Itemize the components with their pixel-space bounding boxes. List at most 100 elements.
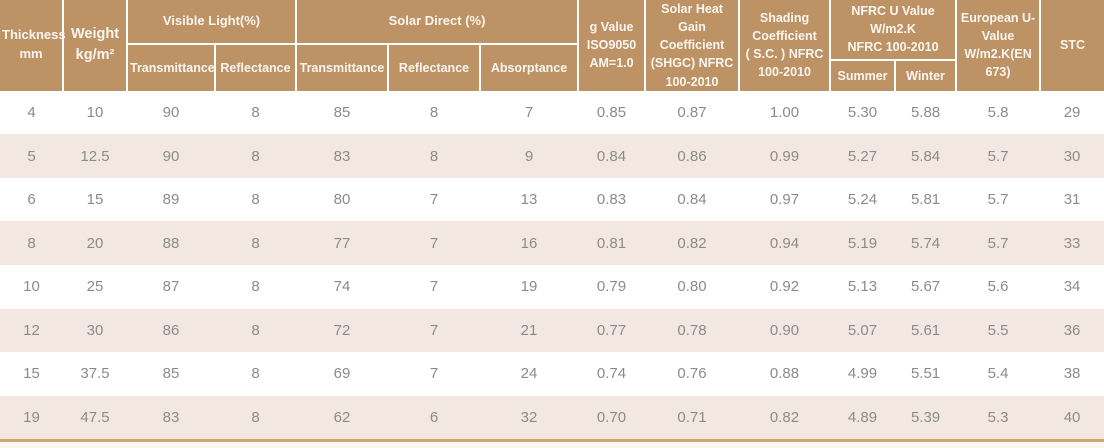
table-cell: 5.84: [895, 134, 957, 178]
table-cell: 0.78: [645, 308, 740, 353]
header-cell-sd-transmittance: Transmittance: [296, 44, 390, 91]
table-cell: 6: [388, 395, 481, 440]
table-row: 10 25 87 8 74 7 19 0.79 0.80 0.92 5.13 5.67 5.6 34: [0, 265, 1104, 309]
table-cell: 4.89: [830, 395, 896, 440]
table-cell: 5.13: [830, 265, 896, 309]
table-cell: 0.83: [578, 177, 646, 222]
table-cell: 77: [296, 221, 389, 265]
table-cell: 0.80: [645, 265, 740, 309]
header-row-summer-winter: Summer Winter: [0, 59, 1104, 91]
table-cell: 5.39: [895, 395, 957, 440]
header-cell-shgc: Solar Heat Gain Coefficient (SHGC) NFRC …: [645, 0, 741, 91]
table-cell: 0.87: [645, 90, 740, 135]
table-cell: 0.84: [578, 134, 646, 178]
table-cell: 34: [1040, 265, 1104, 309]
table-cell: 15: [0, 352, 63, 396]
table-cell: 7: [388, 265, 481, 309]
table-cell: 0.77: [578, 308, 646, 353]
table-cell: 5.7: [956, 134, 1041, 178]
header-cell-visible-light-group: Visible Light(%): [127, 0, 298, 45]
table-cell: 5.88: [895, 90, 957, 135]
header-cell-nfrc-u-value-group: NFRC U Value W/m2.K NFRC 100-2010: [830, 0, 958, 61]
header-cell-stc: STC: [1040, 0, 1104, 91]
table-row: 12 30 86 8 72 7 21 0.77 0.78 0.90 5.07 5.61 5.5 36: [0, 308, 1104, 353]
table-cell: 7: [388, 308, 481, 353]
table-cell: 5.51: [895, 352, 957, 396]
header-cell-g-value: g Value ISO9050 AM=1.0: [578, 0, 647, 91]
header-cell-sd-absorptance: Absorptance: [480, 44, 580, 91]
table-row: 15 37.5 85 8 69 7 24 0.74 0.76 0.88 4.99 5.51 5.4 38: [0, 352, 1104, 396]
table-cell: 5.67: [895, 265, 957, 309]
table-cell: 0.81: [578, 221, 646, 265]
table-cell: 1.00: [739, 90, 831, 135]
table-cell: 24: [480, 352, 579, 396]
table-cell: 30: [1040, 134, 1104, 178]
table-cell: 0.92: [739, 265, 831, 309]
table-cell: 5.4: [956, 352, 1041, 396]
table-cell: 33: [1040, 221, 1104, 265]
table-cell: 37.5: [63, 352, 127, 396]
header-cell-solar-direct-group: Solar Direct (%): [296, 0, 580, 45]
table-cell: 21: [480, 308, 579, 353]
table-cell: 0.88: [739, 352, 831, 396]
table-cell: 5.24: [830, 177, 896, 222]
table-cell: 19: [480, 265, 579, 309]
table-row: 5 12.5 90 8 83 8 9 0.84 0.86 0.99 5.27 5.84 5.7 30: [0, 134, 1104, 178]
table-cell: 8: [215, 134, 297, 178]
table-cell: 0.99: [739, 134, 831, 178]
table-cell: 0.82: [645, 221, 740, 265]
header-cell-shading-coefficient: Shading Coefficient ( S.C. ) NFRC 100-20…: [739, 0, 832, 91]
table-cell: 5.61: [895, 308, 957, 353]
table-cell: 5.3: [956, 395, 1041, 440]
table-cell: 5.7: [956, 177, 1041, 222]
table-cell: 30: [63, 308, 127, 353]
table-cell: 15: [63, 177, 127, 222]
table-cell: 88: [127, 221, 215, 265]
table-header: Thickness mm Weight kg/m² Visible Light(…: [0, 0, 1104, 91]
table-cell: 38: [1040, 352, 1104, 396]
table-cell: 86: [127, 308, 215, 353]
table-cell: 62: [296, 395, 389, 440]
table-cell: 69: [296, 352, 389, 396]
table-row: 19 47.5 83 8 62 6 32 0.70 0.71 0.82 4.89 5.39 5.3 40: [0, 395, 1104, 440]
table-cell: 7: [388, 177, 481, 222]
table-cell: 8: [215, 265, 297, 309]
table-cell: 8: [0, 221, 63, 265]
table-cell: 25: [63, 265, 127, 309]
table-cell: 80: [296, 177, 389, 222]
table-cell: 7: [480, 90, 579, 135]
table-cell: 0.97: [739, 177, 831, 222]
table-cell: 0.84: [645, 177, 740, 222]
table-cell: 12: [0, 308, 63, 353]
header-cell-thickness: Thickness mm: [0, 0, 66, 91]
table-cell: 0.74: [578, 352, 646, 396]
table-cell: 90: [127, 90, 215, 135]
table-cell: 5.5: [956, 308, 1041, 353]
table-row: 8 20 88 8 77 7 16 0.81 0.82 0.94 5.19 5.74 5.7 33: [0, 221, 1104, 265]
header-cell-weight: Weight kg/m²: [63, 0, 128, 91]
table-cell: 16: [480, 221, 579, 265]
table-cell: 20: [63, 221, 127, 265]
table-cell: 5.19: [830, 221, 896, 265]
table-cell: 5.81: [895, 177, 957, 222]
header-cell-summer: Summer: [830, 59, 897, 91]
table-cell: 13: [480, 177, 579, 222]
table-cell: 0.85: [578, 90, 646, 135]
table-cell: 5.8: [956, 90, 1041, 135]
table-cell: 10: [63, 90, 127, 135]
table-cell: 12.5: [63, 134, 127, 178]
table-cell: 8: [215, 177, 297, 222]
header-row-subheaders: Transmittance Reflectance Transmittance …: [0, 44, 1104, 91]
table-cell: 0.82: [739, 395, 831, 440]
table-cell: 87: [127, 265, 215, 309]
table-cell: 47.5: [63, 395, 127, 440]
table-cell: 8: [215, 90, 297, 135]
table-cell: 85: [296, 90, 389, 135]
table-cell: 5.27: [830, 134, 896, 178]
table-cell: 6: [0, 177, 63, 222]
table-cell: 8: [388, 90, 481, 135]
header-cell-sd-reflectance: Reflectance: [388, 44, 482, 91]
table-cell: 5.7: [956, 221, 1041, 265]
